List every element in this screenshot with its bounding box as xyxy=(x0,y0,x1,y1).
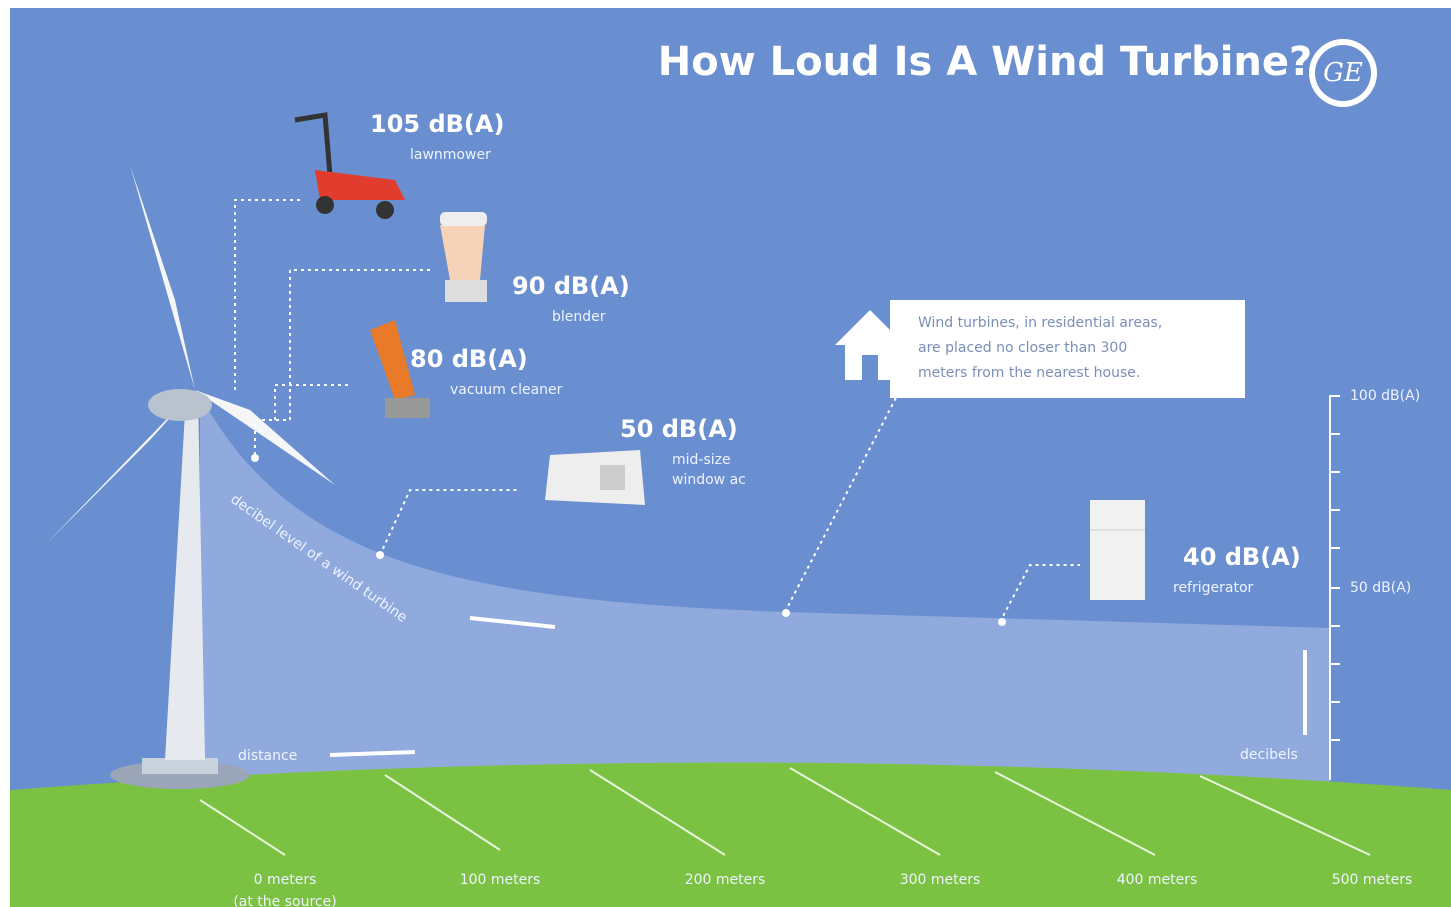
noise-source: refrigerator xyxy=(1173,580,1254,596)
blender-icon xyxy=(440,212,487,302)
noise-source: lawnmower xyxy=(410,147,491,163)
distance-label: 500 meters xyxy=(1332,872,1413,888)
fridge-icon xyxy=(1090,500,1145,600)
noise-source: mid-size xyxy=(672,452,731,468)
distance-label: 200 meters xyxy=(685,872,766,888)
ac-icon xyxy=(545,450,645,505)
distance-label: 300 meters xyxy=(900,872,981,888)
logo-text: GE xyxy=(1323,58,1363,88)
title: How Loud Is A Wind Turbine? xyxy=(658,39,1312,85)
scale-label: 100 dB(A) xyxy=(1350,388,1420,404)
noise-source: blender xyxy=(552,309,606,325)
axis-label: decibels xyxy=(1240,747,1298,763)
noise-level: 50 dB(A) xyxy=(620,415,738,443)
noise-source: window ac xyxy=(672,472,746,488)
infographic: How Loud Is A Wind Turbine? GE 105 dB(A) la… xyxy=(0,0,1451,907)
note-text: are placed no closer than 300 xyxy=(918,340,1127,356)
scale-label: 50 dB(A) xyxy=(1350,580,1411,596)
axis-label: distance xyxy=(238,748,297,764)
distance-label: (at the source) xyxy=(233,894,336,907)
noise-level: 80 dB(A) xyxy=(410,345,528,373)
noise-source: vacuum cleaner xyxy=(450,382,563,398)
noise-level: 105 dB(A) xyxy=(370,110,504,138)
noise-level: 40 dB(A) xyxy=(1183,543,1301,571)
note-text: meters from the nearest house. xyxy=(918,365,1140,381)
distance-label: 400 meters xyxy=(1117,872,1198,888)
note-text: Wind turbines, in residential areas, xyxy=(918,315,1162,331)
distance-label: 100 meters xyxy=(460,872,541,888)
noise-level: 90 dB(A) xyxy=(512,272,630,300)
distance-label: 0 meters xyxy=(254,872,317,888)
